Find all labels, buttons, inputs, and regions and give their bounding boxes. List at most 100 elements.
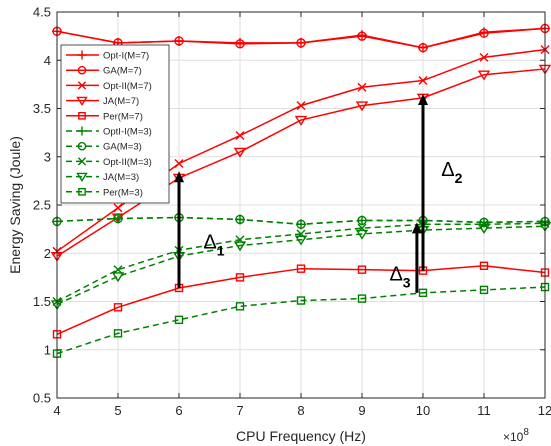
legend-entry: GA(M=3) [66,142,142,153]
marker-square [235,273,245,282]
x-multiplier-base: ×10 [503,430,524,444]
marker-plus [77,50,87,60]
series-line [56,265,546,335]
marker-circle [479,217,489,228]
marker-x [296,101,306,111]
legend-entry: Per(M=3) [66,187,143,198]
legend-entry: OptI-I(M=3) [66,126,152,138]
x-tick-label: 4 [53,403,60,418]
marker-square [78,111,86,120]
y-tick-label: 2.5 [33,198,51,213]
y-tick-label: 3.5 [33,101,51,116]
marker-square [418,288,428,298]
legend-label: Opt-II(M=3) [103,157,152,168]
marker-circle [235,39,245,49]
y-axis-label: Energy Saving (Joule) [7,136,23,274]
marker-circle [296,38,306,48]
legend-label: JA(M=7) [103,96,139,107]
annotation-symbol: Δ [203,231,216,253]
y-tick-label: 1.5 [33,294,51,309]
marker-square [479,261,489,270]
y-tick-label: 0.5 [33,391,51,406]
marker-plus [77,126,87,136]
annotation-label: Δ2 [441,159,462,186]
annotation-subscript: 3 [403,274,411,290]
x-tick-label: 10 [416,403,430,418]
annotation-delta-3: Δ3 [389,222,422,293]
marker-x [174,159,184,168]
marker-square [296,264,306,273]
marker-x [235,131,245,141]
annotation-label: Δ3 [389,263,410,290]
marker-x [77,81,87,90]
legend-label: JA(M=3) [103,172,139,183]
legend-label: OptI-I(M=3) [103,127,152,138]
y-tick-label: 4.5 [33,5,51,20]
marker-x [113,203,123,213]
annotation-arrow-head [174,171,184,183]
marker-circle [113,213,123,224]
marker-square [479,285,489,295]
marker-x [77,157,87,166]
legend-entry: GA(M=7) [66,66,142,77]
annotation-arrow-head [411,222,422,234]
marker-triangle-down [294,235,308,246]
x-tick-label: 7 [236,403,243,418]
marker-square [113,329,123,338]
annotation-label: Δ1 [203,231,224,258]
annotation-delta-2: Δ2 [418,94,463,271]
marker-triangle-down [477,223,491,234]
legend-label: GA(M=3) [103,142,142,153]
series-line [56,286,546,355]
legend-label: Opt-I(M=7) [103,51,149,62]
annotation-arrow-head [418,94,428,106]
marker-triangle-down [477,70,491,81]
series-line [56,27,546,49]
marker-triangle-down [111,272,125,283]
x-multiplier-exponent: 8 [523,427,529,438]
marker-square [296,296,306,305]
legend: Opt-I(M=7) GA(M=7) Opt-II(M=7) JA(M=7) Per(M… [60,44,170,204]
series-line [56,216,546,226]
marker-circle [77,65,87,75]
x-tick-label: 11 [477,403,491,418]
annotation-symbol: Δ [389,263,402,285]
legend-label: Per(M=3) [103,187,143,198]
marker-square [174,315,184,325]
marker-triangle-down [76,96,88,106]
marker-square [357,265,367,274]
marker-circle [479,28,489,38]
marker-triangle-down [355,229,369,240]
x-tick-label: 5 [114,403,121,418]
marker-triangle-down [76,172,88,182]
series-line [56,68,546,257]
y-tick-label: 4 [44,53,51,68]
annotation-delta-1: Δ1 [174,171,225,288]
marker-square [113,303,123,312]
annotation-symbol: Δ [441,159,454,181]
legend-entry: Opt-II(M=3) [66,157,152,168]
series-line [56,225,546,306]
annotation-subscript: 1 [217,242,225,258]
marker-circle [235,214,245,225]
legend-entry: JA(M=3) [66,172,139,183]
x-tick-label: 9 [358,403,365,418]
marker-triangle-down [233,147,247,158]
legend-entry: Per(M=7) [66,111,143,122]
annotation-subscript: 2 [455,170,463,186]
marker-x [418,76,428,86]
marker-triangle-down [294,115,308,126]
x-tick-label: 8 [297,403,304,418]
x-tick-label: 12 [538,403,551,418]
series-per-m-3 [52,282,550,358]
marker-triangle-down [233,241,247,252]
marker-circle [357,31,367,41]
x-axis-label: CPU Frequency (Hz) [236,428,366,444]
marker-circle [174,36,184,46]
legend-label: Opt-II(M=7) [103,81,152,92]
legend-entry: Opt-I(M=7) [66,50,149,62]
y-tick-label: 3 [44,149,51,164]
marker-x [479,52,489,62]
